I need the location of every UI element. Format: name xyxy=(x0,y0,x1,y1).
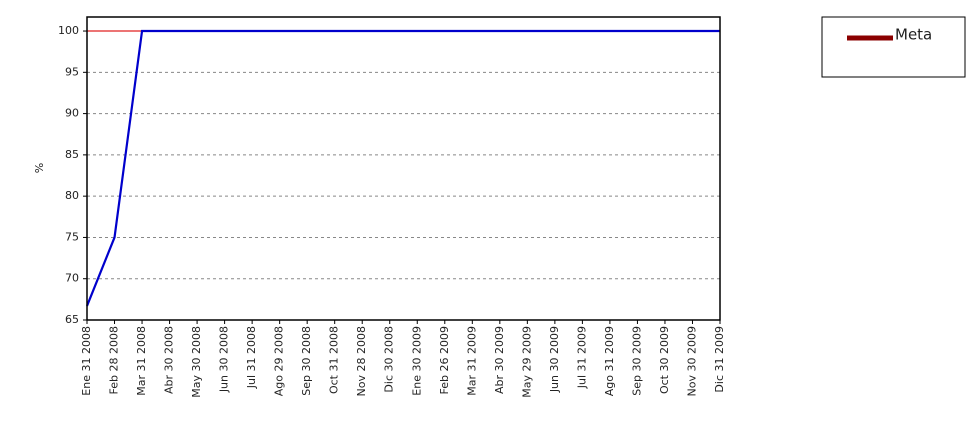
x-tick-label: Ago 29 2008 xyxy=(273,326,286,396)
x-tick-label: Dic 31 2009 xyxy=(713,326,726,393)
legend-box xyxy=(821,16,966,78)
x-tick-label: Nov 30 2009 xyxy=(685,326,698,396)
y-tick-label: 100 xyxy=(58,24,79,37)
x-tick-label: Mar 31 2008 xyxy=(135,326,148,396)
y-tick-label: 65 xyxy=(65,313,79,326)
legend-label: Meta xyxy=(895,26,932,44)
x-tick-label: Jun 30 2008 xyxy=(218,326,231,393)
plot-frame xyxy=(86,16,721,321)
x-tick-label: May 29 2009 xyxy=(520,326,533,398)
x-tick-label: Feb 26 2009 xyxy=(438,326,451,394)
x-tick-label: Ene 31 2008 xyxy=(80,326,93,396)
x-tick-label: Jun 30 2009 xyxy=(548,326,561,393)
x-tick-label: Jul 31 2009 xyxy=(575,326,588,389)
y-tick-label: 85 xyxy=(65,148,79,161)
x-tick-label: Abr 30 2008 xyxy=(163,326,176,394)
y-tick-label: 90 xyxy=(65,107,79,120)
x-tick-label: Ene 30 2009 xyxy=(410,326,423,396)
y-tick-label: 70 xyxy=(65,272,79,285)
x-tick-label: Sep 30 2009 xyxy=(630,326,643,396)
x-tick-label: Ago 31 2009 xyxy=(603,326,616,396)
y-tick-label: 75 xyxy=(65,230,79,243)
y-axis-label: % xyxy=(33,163,46,173)
y-tick-label: 80 xyxy=(65,189,79,202)
x-tick-label: Dic 30 2008 xyxy=(383,326,396,393)
x-tick-label: May 30 2008 xyxy=(190,326,203,398)
x-tick-label: Sep 30 2008 xyxy=(300,326,313,396)
x-tick-label: Jul 31 2008 xyxy=(245,326,258,389)
y-tick-label: 95 xyxy=(65,65,79,78)
x-tick-label: Nov 28 2008 xyxy=(355,326,368,396)
x-tick-label: Oct 31 2008 xyxy=(328,326,341,394)
x-tick-label: Feb 28 2008 xyxy=(108,326,121,394)
x-tick-label: Mar 31 2009 xyxy=(465,326,478,396)
x-tick-label: Oct 30 2009 xyxy=(658,326,671,394)
series-line xyxy=(85,29,720,307)
x-tick-label: Abr 30 2009 xyxy=(493,326,506,394)
